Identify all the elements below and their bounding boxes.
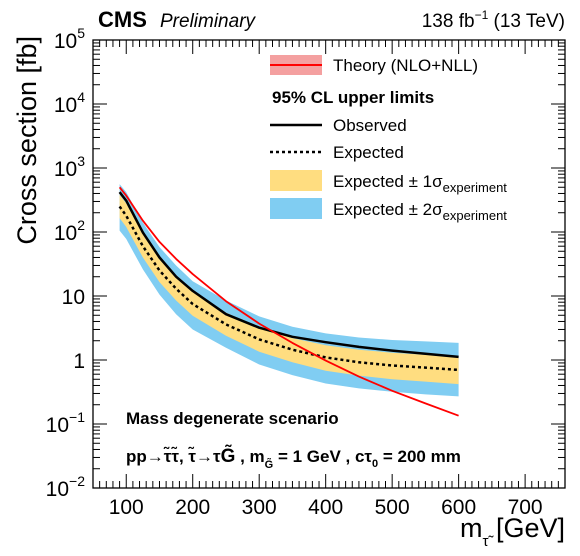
legend-band2-swatch [270, 198, 322, 219]
y-tick-label: 10−2 [46, 473, 86, 501]
x-tick-label: 500 [375, 496, 410, 519]
legend-theory-label: Theory (NLO+NLL) [333, 56, 478, 75]
legend-header: 95% CL upper limits [272, 88, 434, 107]
x-tick-label: 300 [242, 496, 277, 519]
x-tick-label: 700 [508, 496, 543, 519]
legend-band2-label: Expected ± 2σexperiment [333, 200, 507, 223]
y-tick-label: 105 [54, 25, 85, 53]
band-expected-pm-2 [119, 184, 459, 397]
y-tick-label: 104 [54, 89, 85, 117]
scenario-annotation: Mass degenerate scenario [126, 409, 339, 428]
luminosity-label: 138 fb−1 (13 TeV) [422, 8, 565, 32]
y-tick-label: 103 [54, 153, 85, 181]
x-tick-label: 200 [175, 496, 210, 519]
legend-band1-label: Expected ± 1σexperiment [333, 172, 507, 195]
x-tick-label: 100 [109, 496, 144, 519]
band-expected-pm-1 [119, 194, 459, 385]
legend-band1-swatch [270, 170, 322, 191]
axes: 100 200 300 400 500 600 700 10−2 10−1 1 10 102 103 10… [46, 25, 566, 519]
status-label: Preliminary [160, 11, 257, 32]
y-tick-label: 1 [73, 350, 85, 373]
series-expected [118, 205, 459, 372]
x-tick-label: 400 [308, 496, 343, 519]
experiment-label: CMS [98, 7, 147, 32]
x-tick-label: 600 [441, 496, 476, 519]
process-annotation: pp→τ̃τ̃, τ̃→τG̃ , mG̃ = 1 GeV , cτ0 = 20… [126, 444, 461, 471]
y-tick-label: 102 [54, 217, 85, 245]
expected-bands [119, 184, 459, 397]
legend: Theory (NLO+NLL) 95% CL upper limits Obs… [270, 55, 507, 223]
plot-frame [92, 39, 566, 489]
y-tick-label: 10−1 [46, 409, 86, 437]
y-tick-label: 10 [62, 286, 85, 309]
x-axis-label: mτ̃ [GeV] [460, 513, 565, 550]
legend-observed-label: Observed [333, 116, 407, 135]
legend-expected-label: Expected [333, 143, 404, 162]
limit-curves [118, 186, 459, 417]
y-axis-label: Cross section [fb] [12, 36, 42, 245]
series-observed [118, 191, 459, 359]
series-theory-nlo-nll [118, 186, 459, 417]
